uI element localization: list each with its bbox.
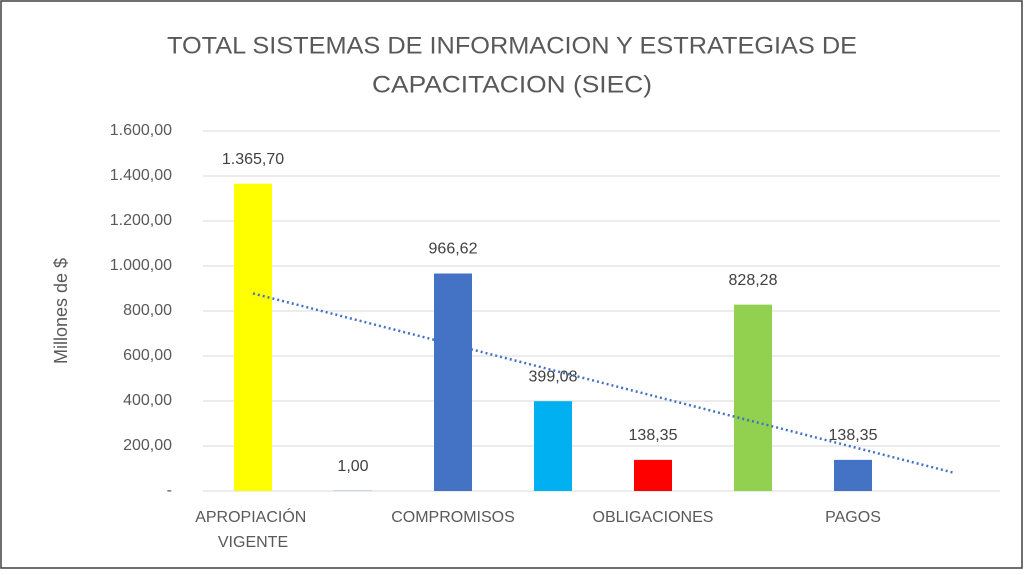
x-tick-label: OBLIGACIONES [593, 509, 714, 526]
bar [434, 274, 472, 491]
bar [634, 460, 672, 491]
data-label: 1.365,70 [222, 151, 284, 168]
bar [734, 305, 772, 491]
y-tick-label: 1.400,00 [110, 167, 172, 184]
y-tick-label: 200,00 [123, 437, 172, 454]
x-tick-label: COMPROMISOS [391, 509, 515, 526]
chart-title: CAPACITACION (SIEC) [372, 71, 652, 98]
x-tick-label: PAGOS [825, 509, 881, 526]
y-tick-label: 800,00 [123, 302, 172, 319]
y-tick-label: 1.000,00 [110, 257, 172, 274]
y-tick-label: - [167, 482, 172, 499]
data-label: 138,35 [629, 427, 678, 444]
chart-title: TOTAL SISTEMAS DE INFORMACION Y ESTRATEG… [167, 32, 857, 59]
bar [234, 184, 272, 491]
data-label: 966,62 [429, 241, 478, 258]
data-label: 399,08 [529, 368, 578, 385]
data-label: 828,28 [729, 272, 778, 289]
y-tick-label: 1.200,00 [110, 212, 172, 229]
y-axis-title: Millones de $ [51, 258, 71, 364]
bar [534, 401, 572, 491]
y-tick-label: 400,00 [123, 392, 172, 409]
data-label: 1,00 [337, 458, 368, 475]
y-tick-label: 1.600,00 [110, 122, 172, 139]
bar [834, 460, 872, 491]
y-tick-label: 600,00 [123, 347, 172, 364]
